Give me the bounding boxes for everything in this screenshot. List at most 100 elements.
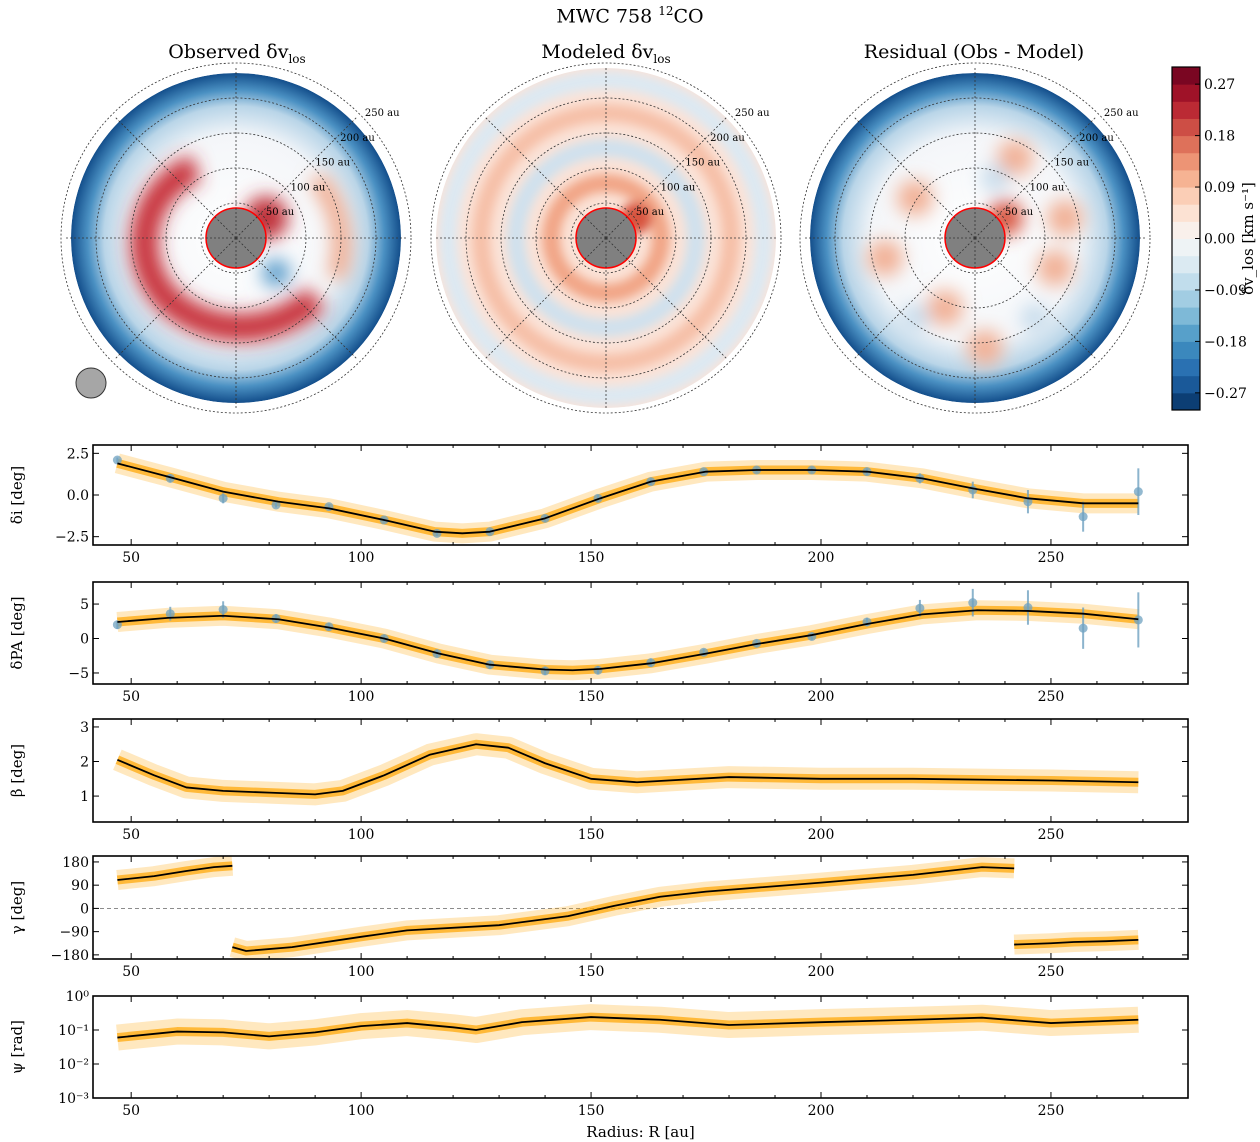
red-blob	[867, 240, 903, 276]
x-tick-label: 100	[348, 550, 375, 566]
data-point	[1023, 603, 1033, 612]
colorbar-level	[1172, 67, 1200, 85]
data-point	[165, 609, 175, 619]
velocity-features	[867, 140, 1083, 366]
ring-label: 200 au	[340, 133, 375, 144]
beam-ellipse	[75, 367, 107, 399]
map-title-sub: los	[288, 51, 306, 66]
map-title-observed: Observed δvlos	[168, 41, 305, 66]
x-tick-label: 150	[578, 964, 605, 980]
panel-1: 50 100 150 200 250 2.5 0.0 −2.5 δi [deg]	[8, 444, 1189, 566]
x-tick-label: 250	[1038, 1103, 1065, 1119]
ring-label: 50 au	[1005, 207, 1034, 218]
y-tick-label: 10⁻³	[58, 1091, 89, 1107]
map-title-text: Residual (Obs - Model)	[863, 41, 1085, 63]
center-grid	[945, 208, 1005, 268]
data-point	[112, 455, 122, 465]
x-tick-label: 250	[1038, 550, 1065, 566]
grid-ring	[570, 202, 642, 274]
y-axis-label: δi [deg]	[8, 466, 26, 524]
plot-area	[112, 588, 1143, 681]
colorbar-label: δv_los [km s⁻¹]	[1239, 182, 1257, 295]
colorbar-level	[1172, 135, 1200, 154]
grid-spoke	[584, 216, 607, 239]
grid-spoke	[214, 237, 237, 260]
colorbar-level	[1172, 307, 1200, 325]
model-line	[117, 743, 1139, 796]
colorbar-level	[1172, 152, 1200, 171]
grid-ring	[430, 62, 782, 414]
axes-frame	[92, 718, 1189, 823]
map-title-sub: los	[653, 51, 671, 66]
data-point	[968, 598, 978, 608]
model-line	[1014, 938, 1139, 946]
red-blob	[1037, 250, 1073, 286]
data-point	[915, 603, 925, 613]
map-observed: 50 au 100 au 150 au 200 au 250 au	[60, 62, 412, 414]
panel-5: 50 100 150 200 250 10⁰ 10⁻¹ 10⁻² 10⁻³ ψ [rad] Radi…	[8, 989, 1189, 1141]
grid-spoke	[974, 216, 997, 239]
y-tick-label: 5	[80, 597, 89, 613]
data-point	[1078, 512, 1088, 522]
grid-spoke	[605, 237, 628, 260]
x-tick-label: 50	[122, 964, 140, 980]
x-tick-label: 200	[808, 550, 835, 566]
colorbar-level	[1172, 324, 1200, 342]
center-grid	[206, 208, 266, 268]
data-point	[1133, 615, 1143, 625]
grid-spoke	[235, 216, 258, 239]
grid-spoke	[953, 216, 976, 239]
colorbar-tick-label: −0.18	[1204, 334, 1247, 350]
x-tick-label: 150	[578, 1103, 605, 1119]
panel-3: 50 100 150 200 250 3 2 1 β [deg]	[8, 718, 1189, 843]
y-tick-label: −90	[59, 925, 89, 941]
x-tick-label: 50	[122, 689, 140, 705]
grid-ring	[939, 202, 1011, 274]
colorbar-tick-label: −0.27	[1204, 386, 1247, 402]
ring-label: 250 au	[735, 108, 770, 119]
colorbar-tick-label: −0.09	[1204, 283, 1247, 299]
x-tick-label: 100	[348, 1103, 375, 1119]
x-tick-label: 250	[1038, 827, 1065, 843]
posterior-spread	[113, 733, 1139, 806]
ring-label: 200 au	[710, 133, 745, 144]
y-tick-label: 10⁻¹	[58, 1023, 89, 1039]
plot-area	[113, 733, 1139, 806]
x-tick-label: 50	[122, 827, 140, 843]
model-line	[117, 1016, 1139, 1039]
y-tick-label: 0.0	[67, 488, 89, 504]
colorbar-level	[1172, 341, 1200, 360]
grid-ring	[60, 62, 412, 414]
blue-blob	[981, 164, 1009, 192]
red-blob	[967, 330, 1003, 366]
colorbar-level	[1172, 187, 1200, 205]
grid-ring	[799, 62, 1151, 414]
ring-label: 100 au	[661, 182, 696, 193]
y-tick-label: 180	[62, 855, 89, 871]
map-title-residual: Residual (Obs - Model)	[864, 41, 1084, 63]
plot-area	[112, 453, 1143, 544]
red-blob	[897, 180, 933, 216]
model-line	[232, 866, 1015, 952]
red-blob	[997, 140, 1033, 176]
model-line	[117, 609, 1139, 672]
x-tick-label: 100	[348, 689, 375, 705]
y-tick-label: 10⁰	[66, 989, 90, 1005]
ring-label: 100 au	[1030, 182, 1065, 193]
x-tick-label: 150	[578, 689, 605, 705]
axes-frame	[92, 581, 1189, 685]
title-text: MWC 758	[556, 5, 659, 28]
red-spiral-arm	[130, 154, 326, 342]
y-tick-label: 1	[80, 789, 89, 805]
y-axis-label: δPA [deg]	[8, 596, 26, 669]
x-tick-label: 200	[808, 964, 835, 980]
colorbar-level	[1172, 375, 1200, 394]
map-title-text: Observed δv	[168, 41, 289, 63]
x-tick-label: 100	[348, 827, 375, 843]
ring-label: 250 au	[1104, 108, 1139, 119]
ring-label: 150 au	[1054, 158, 1089, 169]
ring-label: 200 au	[1079, 133, 1114, 144]
